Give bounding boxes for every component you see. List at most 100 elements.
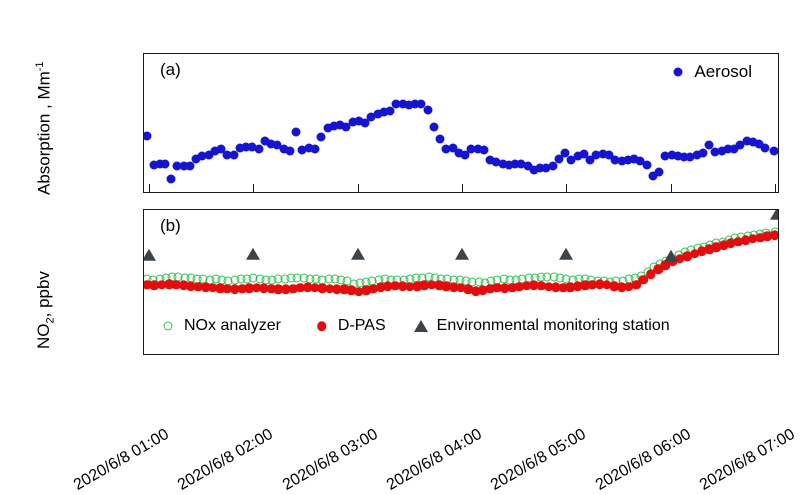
aerosol-data-point [310, 144, 320, 154]
x-axis-tick-minor [201, 354, 202, 355]
dpas-data-point [755, 232, 765, 243]
aerosol-data-point [654, 167, 664, 177]
y-axis-tick-minor [143, 283, 144, 284]
aerosol-data-point [635, 156, 645, 166]
dpas-data-point [288, 283, 298, 294]
dpas-data-point [718, 240, 729, 251]
y-axis-tick-minor [143, 143, 144, 144]
aerosol-data-point [323, 123, 332, 133]
dpas-data-point [368, 283, 379, 294]
aerosol-data-point [179, 161, 189, 171]
dpas-data-point [740, 235, 751, 245]
panel-b-no2: (b) 36912 [143, 209, 779, 355]
dpas-data-point [485, 283, 495, 294]
dpas-data-point [711, 242, 722, 253]
aerosol-data-point [172, 161, 182, 171]
dpas-data-point [295, 283, 306, 293]
dpas-data-point [310, 282, 320, 293]
nox-analyzer-marker-icon [163, 321, 173, 331]
aerosol-data-point [191, 154, 201, 163]
dpas-data-point [361, 285, 371, 296]
aerosol-data-point [410, 99, 420, 109]
y-axis-tick-minor [143, 332, 144, 333]
aerosol-data-point [498, 159, 508, 169]
dpas-data-point [208, 282, 218, 293]
aerosol-data-point [579, 149, 589, 159]
panel-a-y-axis-title-superscript: -1 [34, 61, 46, 72]
aerosol-data-point [279, 144, 289, 154]
aerosol-data-point [679, 152, 689, 162]
dpas-data-point [215, 283, 225, 293]
legend-swatch [161, 319, 175, 333]
dpas-data-point [463, 284, 473, 295]
aerosol-data-point [335, 120, 345, 130]
aerosol-data-point [729, 144, 739, 154]
aerosol-data-point [160, 159, 170, 169]
x-axis-tick-minor [618, 354, 619, 355]
dpas-data-point [354, 287, 364, 297]
aerosol-data-point [685, 152, 695, 162]
aerosol-data-point [297, 145, 307, 155]
dpas-data-point [434, 280, 444, 291]
dpas-data-point [499, 283, 510, 293]
dpas-data-point [558, 282, 568, 293]
aerosol-data-point [642, 160, 652, 170]
aerosol-data-point [354, 116, 364, 126]
figure-root: Absorption , Mm-1 (a) Aerosol 0.01.53.0 … [34, 53, 798, 494]
dpas-data-point [266, 283, 276, 294]
aerosol-data-point [566, 155, 576, 165]
aerosol-data-point [149, 160, 159, 170]
aerosol-data-point [304, 143, 314, 153]
x-axis-tick-minor [410, 354, 411, 355]
dpas-data-point [689, 249, 700, 259]
dpas-data-point [602, 280, 612, 290]
x-axis-tick-major [462, 354, 463, 355]
aerosol-data-point [266, 139, 276, 149]
aerosol-data-point [604, 150, 614, 160]
aerosol-marker-icon [673, 67, 683, 77]
aerosol-data-point [704, 140, 714, 150]
panel-a-y-axis-title-text: Absorption , Mm [34, 71, 54, 195]
aerosol-data-point [235, 143, 245, 153]
aerosol-data-point [423, 105, 433, 115]
dpas-data-point [514, 281, 525, 292]
aerosol-data-point [573, 151, 583, 161]
dpas-data-point [521, 281, 532, 291]
panel-a-x-axis-tick [253, 184, 255, 192]
aerosol-data-point [629, 154, 639, 164]
aerosol-data-point [617, 156, 627, 166]
aerosol-data-point [735, 140, 745, 150]
dpas-data-point [186, 281, 196, 291]
dpas-data-point [441, 281, 452, 291]
dpas-data-point [587, 279, 598, 290]
aerosol-data-point [560, 148, 570, 158]
dpas-data-point [631, 279, 641, 290]
aerosol-data-point [554, 154, 564, 163]
panel-b-y-axis-title-tail: , ppbv [34, 271, 53, 318]
x-axis-tick-major [671, 354, 672, 355]
dpas-data-point [144, 279, 152, 290]
y-axis-tick-major [143, 307, 144, 308]
panel-a-x-axis-tick [462, 184, 463, 192]
dpas-data-point [733, 236, 744, 247]
aerosol-data-point [222, 150, 232, 160]
aerosol-data-point [448, 143, 458, 153]
aerosol-data-point [485, 155, 495, 165]
aerosol-data-point [710, 147, 720, 157]
dpas-data-point [543, 281, 554, 292]
y-axis-tick-major [143, 54, 144, 55]
legend-swatch [315, 319, 329, 333]
aerosol-data-point [398, 99, 408, 109]
y-axis-tick-major [143, 210, 144, 211]
aerosol-data-point [491, 157, 501, 167]
dpas-data-point [405, 281, 415, 292]
dpas-data-point [375, 282, 386, 292]
dpas-data-point [594, 279, 605, 290]
aerosol-data-point [247, 142, 257, 152]
dpas-data-point [281, 284, 291, 295]
dpas-data-point [251, 283, 262, 293]
dpas-data-point [427, 280, 437, 290]
station-data-point [455, 248, 469, 261]
dpas-data-point [419, 280, 430, 291]
dpas-data-point [171, 279, 182, 290]
